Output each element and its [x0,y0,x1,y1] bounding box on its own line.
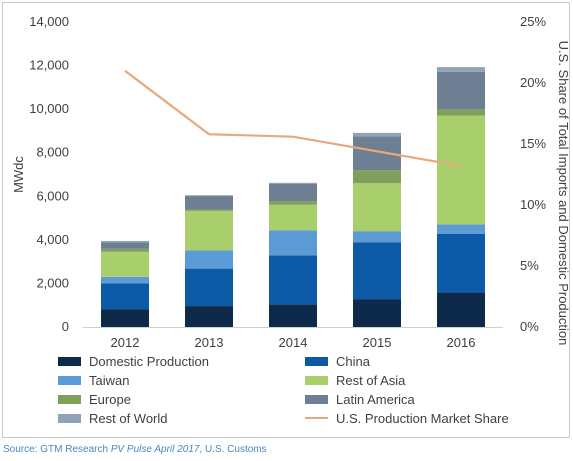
legend-swatch [305,356,328,366]
bar-segment [437,292,485,327]
source-prefix: Source: GTM Research [3,444,111,455]
y2-axis-title: U.S. Share of Total Imports and Domestic… [556,41,569,346]
bar-segment [269,183,317,202]
x-tick-label: 2016 [447,335,476,350]
legend-swatch [58,413,81,423]
bar-segment [185,250,233,269]
bar-segment [269,204,317,231]
bar-segment [353,242,401,300]
chart-frame: 0 2,000 4,000 6,000 8,000 10,000 12,000 14,000 0… [2,2,570,438]
bar-segment [101,283,149,310]
y2-tick-label: 10% [520,197,546,212]
bar-segment [101,251,149,277]
legend-label: Rest of World [89,410,168,426]
x-tick-label: 2013 [195,335,224,350]
x-tick-label: 2012 [111,335,140,350]
bar-segment [185,196,233,210]
bar-segment [269,230,317,256]
bar-segment [353,183,401,232]
share-line [124,69,462,168]
bar-segment [269,304,317,327]
legend-label: Taiwan [89,372,130,388]
y-tick-label: 14,000 [29,14,69,29]
legend-swatch [58,394,81,404]
bar-segment [101,240,149,243]
y2-tick-label: 5% [520,258,539,273]
legend-swatch [58,375,81,385]
y-axis-title: MWdc [11,156,26,193]
legend-label: Rest of Asia [336,372,406,388]
bar-segment [101,248,149,252]
x-tick-label: 2014 [279,335,308,350]
bar-segment [185,209,233,211]
legend: Domestic Production China Taiwan Rest of As… [58,352,568,437]
legend-item: Rest of World [58,409,168,427]
legend-item: U.S. Production Market Share [305,409,509,427]
bar-segment [437,233,485,293]
legend-swatch [305,394,328,404]
bar-segment [437,224,485,234]
bar-segment [353,170,401,184]
y-tick-label: 12,000 [29,58,69,73]
legend-item: Rest of Asia [305,371,405,389]
y-tick-label: 4,000 [36,232,69,247]
bar-segment [353,299,401,327]
bar-segment [185,306,233,327]
y-tick-label: 6,000 [36,188,69,203]
bar-segment [437,109,485,116]
legend-item: Domestic Production [58,352,209,370]
legend-label: Latin America [336,391,415,407]
source-note: Source: GTM Research PV Pulse April 2017… [3,444,267,455]
bar-segment [437,67,485,72]
bar-segment [437,115,485,225]
y2-tick-label: 15% [520,136,546,151]
legend-item: Europe [58,390,131,408]
legend-label: Europe [89,391,131,407]
bar-segment [101,276,149,284]
legend-label: China [336,353,370,369]
legend-swatch [305,375,328,385]
legend-item: China [305,352,370,370]
y2-tick-label: 0% [520,319,539,334]
chart-plot: 0 2,000 4,000 6,000 8,000 10,000 12,000 14,000 0… [11,14,569,350]
y-tick-label: 0 [62,319,69,334]
bar-segment [185,195,233,197]
bar-segment [101,242,149,249]
legend-swatch [58,356,81,366]
source-publication: PV Pulse April 2017 [110,444,200,455]
bar-segment [185,268,233,307]
bar-segment [269,201,317,205]
y2-tick-label: 25% [520,14,546,29]
legend-swatch [305,417,328,419]
x-tick-label: 2015 [363,335,392,350]
legend-item: Latin America [305,390,415,408]
bar-segment [185,210,233,251]
legend-label: U.S. Production Market Share [336,410,509,426]
y-tick-label: 2,000 [36,275,69,290]
y-tick-label: 8,000 [36,145,69,160]
bar-segment [269,255,317,305]
y-tick-label: 10,000 [29,101,69,116]
legend-item: Taiwan [58,371,129,389]
bar-segment [269,182,317,184]
legend-label: Domestic Production [89,353,209,369]
bar-segment [353,231,401,243]
source-suffix: , U.S. Customs [199,444,267,455]
bar-segment [101,309,149,327]
y2-tick-label: 20% [520,75,546,90]
bar-segment [353,132,401,137]
bar-segment [437,71,485,110]
